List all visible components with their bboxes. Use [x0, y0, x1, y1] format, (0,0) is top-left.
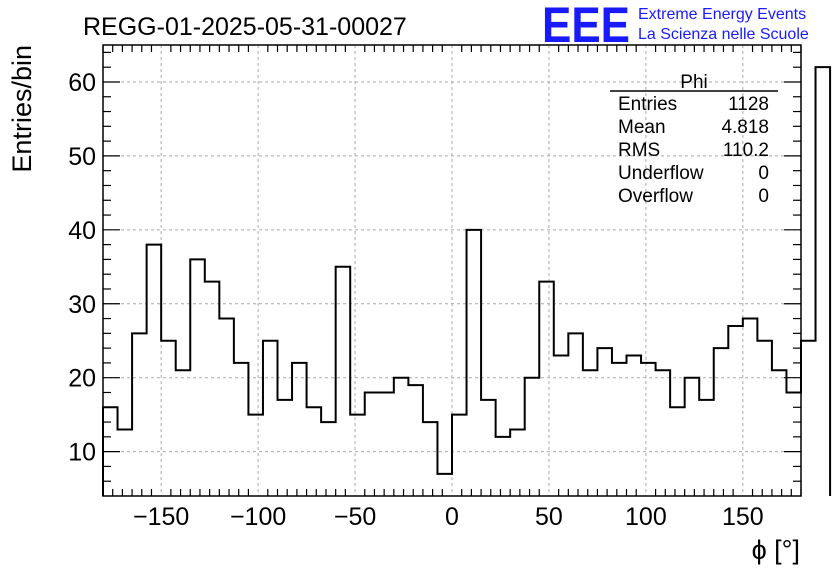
histogram-bin — [772, 370, 787, 496]
histogram-bin — [670, 407, 685, 496]
y-tick-label: 10 — [68, 439, 96, 467]
logo-line-1: Extreme Energy Events — [638, 6, 806, 23]
histogram-bin — [656, 370, 671, 496]
histogram-bin — [379, 392, 394, 496]
histogram-bin — [365, 392, 380, 496]
histogram-bin — [350, 415, 365, 496]
histogram-bin — [437, 474, 452, 496]
histogram-bin — [816, 67, 831, 496]
y-tick-label: 40 — [68, 217, 96, 245]
histogram-bin — [336, 267, 351, 496]
histogram-bin — [699, 400, 714, 496]
run-title: REGG-01-2025-05-31-00027 — [83, 13, 407, 41]
histogram-bin — [452, 415, 467, 496]
stats-label: Entries — [618, 94, 677, 115]
histogram-bin — [612, 363, 627, 496]
histogram-bin — [190, 259, 205, 496]
stats-label: RMS — [618, 140, 660, 161]
logo-line-2: La Scienza nelle Scuole — [638, 26, 809, 43]
y-tick-label: 30 — [68, 291, 96, 319]
histogram-bin — [394, 378, 409, 496]
histogram-bin — [321, 422, 336, 496]
x-tick-label: −150 — [133, 503, 189, 531]
plot-frame — [102, 44, 802, 497]
y-tick-label: 20 — [68, 365, 96, 393]
histogram-bin — [307, 407, 322, 496]
x-tick-labels: −150 −100 −50 0 50 100 150 — [133, 503, 764, 531]
histogram-bin — [481, 400, 496, 496]
x-tick-label: 150 — [722, 503, 764, 531]
stats-value: 0 — [758, 186, 769, 207]
histogram-bin — [801, 341, 816, 496]
histogram-bin — [568, 333, 583, 496]
x-tick-label: 0 — [445, 503, 459, 531]
stats-label: Underflow — [618, 163, 704, 184]
stats-label: Mean — [618, 117, 666, 138]
histogram-bin — [234, 363, 249, 496]
eee-logo-mark: EEE — [542, 0, 630, 53]
x-tick-label: 50 — [535, 503, 563, 531]
histogram-bin — [525, 378, 540, 496]
stats-value: 0 — [758, 163, 769, 184]
histogram-outline — [102, 66, 832, 496]
histogram-bin — [205, 282, 220, 496]
x-tick-label: 100 — [625, 503, 667, 531]
histogram-bin — [161, 341, 176, 496]
histogram-bin — [132, 333, 147, 496]
histogram-bin — [248, 415, 263, 496]
histogram-bin — [786, 392, 801, 496]
histogram-bin — [554, 356, 569, 496]
x-axis-title: ϕ [°] — [752, 535, 800, 565]
histogram-bin — [147, 245, 162, 496]
y-axis-title: Entries/bin — [7, 45, 37, 173]
stats-value: 4.818 — [721, 117, 769, 138]
histogram-bin — [496, 437, 511, 496]
histogram-bin — [423, 422, 438, 496]
stats-value: 1128 — [728, 94, 769, 115]
histogram-bin — [176, 370, 191, 496]
x-tick-label: −100 — [230, 503, 286, 531]
histogram-bin — [118, 429, 133, 496]
y-tick-labels: 10 20 30 40 50 60 — [68, 69, 96, 467]
histogram-bin — [627, 356, 642, 496]
stats-label: Overflow — [618, 186, 693, 207]
x-tick-label: −50 — [334, 503, 376, 531]
histogram-bin — [728, 326, 743, 496]
y-tick-label: 60 — [68, 69, 96, 97]
histogram-bin — [539, 282, 554, 496]
histogram-bin — [641, 363, 656, 496]
stats-box: Phi Entries 1128 Mean 4.818 RMS 110.2 Underflo… — [610, 72, 778, 207]
histogram-bars — [102, 66, 832, 496]
histogram-bin — [583, 370, 598, 496]
stats-value: 110.2 — [723, 140, 769, 161]
histogram-bin — [467, 230, 482, 496]
axis-ticks — [102, 45, 802, 496]
histogram-bin — [714, 348, 729, 496]
histogram-bin — [278, 400, 293, 496]
eee-logo: EEE Extreme Energy Events La Scienza nel… — [542, 0, 809, 53]
stats-title: Phi — [680, 72, 707, 93]
stats-rows: Entries 1128 Mean 4.818 RMS 110.2 Underflow 0 Ov… — [618, 94, 769, 207]
histogram-bin — [685, 378, 700, 496]
y-tick-label: 50 — [68, 143, 96, 171]
histogram-bin — [510, 429, 525, 496]
histogram-bin — [292, 363, 307, 496]
histogram-bin — [757, 341, 772, 496]
histogram-bin — [219, 319, 234, 496]
histogram-bin — [597, 348, 612, 496]
histogram-bin — [743, 319, 758, 496]
histogram-bin — [263, 341, 278, 496]
histogram-bin — [408, 385, 423, 496]
